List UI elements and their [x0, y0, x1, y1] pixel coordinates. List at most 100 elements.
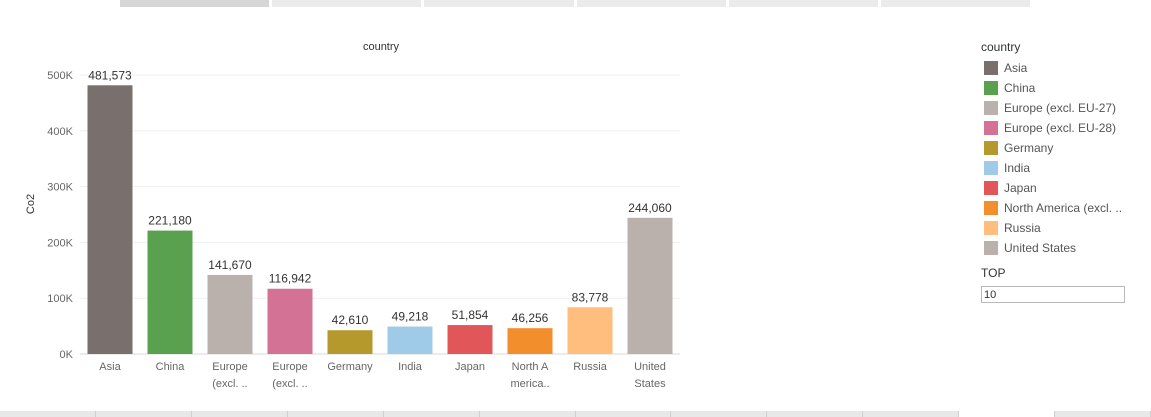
- legend-label: Germany: [1004, 141, 1054, 155]
- bar: [507, 328, 553, 354]
- legend-label: Europe (excl. EU-28): [1004, 121, 1117, 135]
- legend-item[interactable]: Europe (excl. EU-28): [981, 118, 1146, 138]
- y-tick-label: 500K: [47, 70, 73, 82]
- category-label: North A: [512, 361, 549, 373]
- legend-item[interactable]: Asia: [981, 58, 1146, 78]
- bars: [87, 85, 673, 355]
- category-label: Germany: [327, 361, 373, 373]
- value-labels: 481,573 221,180 141,670 116,942 42,610 49,218…: [88, 68, 672, 327]
- bar: [447, 325, 493, 354]
- top-tab[interactable]: [424, 0, 574, 7]
- category-label: (excl. ..: [272, 378, 307, 390]
- legend-item[interactable]: Russia: [981, 218, 1146, 238]
- legend-label: Russia: [1004, 221, 1041, 235]
- legend-swatch: [984, 221, 998, 235]
- legend-item[interactable]: India: [981, 158, 1146, 178]
- value-label: 46,256: [512, 311, 549, 325]
- top-tab-strip: [120, 0, 1031, 7]
- value-label: 141,670: [208, 258, 252, 272]
- sheet-tab[interactable]: [671, 411, 768, 417]
- legend-label: Asia: [1004, 61, 1028, 75]
- value-label: 221,180: [148, 214, 192, 228]
- sheet-tab[interactable]: [480, 411, 576, 417]
- sheet-tab[interactable]: [96, 411, 192, 417]
- legend-label: China: [1004, 81, 1036, 95]
- sheet-tab[interactable]: [1055, 411, 1151, 417]
- category-label: Europe: [272, 361, 307, 373]
- y-tick-label: 0K: [60, 349, 74, 361]
- top-parameter-input[interactable]: [981, 286, 1125, 303]
- bar: [327, 330, 373, 354]
- sheet-tab[interactable]: [959, 411, 1056, 417]
- legend-swatch: [984, 141, 998, 155]
- top-parameter-label: TOP: [981, 266, 1006, 280]
- sheet-tab[interactable]: [767, 411, 864, 417]
- legend-item[interactable]: Japan: [981, 178, 1146, 198]
- bar: [267, 288, 313, 354]
- y-tick-label: 400K: [47, 126, 73, 138]
- value-label: 42,610: [332, 313, 369, 327]
- category-label: United: [634, 361, 666, 373]
- value-label: 116,942: [269, 272, 312, 286]
- legend-swatch: [984, 201, 998, 215]
- category-label: Asia: [99, 361, 121, 373]
- value-label: 49,218: [392, 310, 429, 324]
- legend-label: Japan: [1004, 181, 1037, 195]
- category-label: Russia: [573, 361, 608, 373]
- top-tab[interactable]: [576, 0, 726, 7]
- y-tick-label: 200K: [47, 237, 73, 249]
- legend-swatch: [984, 181, 998, 195]
- bottom-tab-strip: [0, 411, 1151, 417]
- y-axis-title: Co2: [25, 194, 37, 214]
- legend-label: North America (excl. ..: [1004, 201, 1123, 215]
- legend-swatch: [984, 161, 998, 175]
- bar: [87, 85, 133, 355]
- legend-swatch: [984, 101, 998, 115]
- top-tab[interactable]: [120, 0, 270, 7]
- y-axis-ticks: 0K 100K 200K 300K 400K 500K: [47, 70, 73, 361]
- category-label: India: [398, 361, 423, 373]
- value-label: 83,778: [572, 290, 609, 304]
- legend-label: United States: [1004, 241, 1077, 255]
- bar: [147, 230, 193, 354]
- top-tab[interactable]: [728, 0, 878, 7]
- top-tab[interactable]: [880, 0, 1031, 7]
- chart-title: country: [363, 41, 400, 53]
- bar: [387, 326, 433, 354]
- top-tab[interactable]: [272, 0, 422, 7]
- category-label: China: [156, 361, 186, 373]
- bar-chart: country Co2 0K 100K 200K 300K 400K 500K 481,5…: [25, 41, 680, 390]
- legend-swatch: [984, 241, 998, 255]
- bar: [627, 217, 673, 354]
- sheet-tab[interactable]: [384, 411, 480, 417]
- category-label: merica..: [510, 378, 549, 390]
- category-label: Japan: [455, 361, 485, 373]
- category-label: States: [634, 378, 666, 390]
- y-tick-label: 300K: [47, 182, 73, 194]
- legend-item[interactable]: Europe (excl. EU-27): [981, 98, 1146, 118]
- category-label: Europe: [212, 361, 247, 373]
- bar: [207, 274, 253, 354]
- value-label: 51,854: [452, 308, 489, 322]
- legend-swatch: [984, 61, 998, 75]
- legend-label: Europe (excl. EU-27): [1004, 101, 1117, 115]
- x-axis-categories: Asia China Europe (excl. .. Europe (excl. .. G…: [99, 361, 666, 390]
- value-label: 481,573: [88, 68, 132, 82]
- sheet-tab[interactable]: [863, 411, 960, 417]
- legend-item[interactable]: Germany: [981, 138, 1146, 158]
- legend-item[interactable]: North America (excl. ..: [981, 198, 1146, 218]
- bar: [567, 307, 613, 354]
- sheet-tab[interactable]: [0, 411, 96, 417]
- legend-swatch: [984, 121, 998, 135]
- legend-swatch: [984, 81, 998, 95]
- legend-title: country: [981, 40, 1021, 54]
- legend-item[interactable]: China: [981, 78, 1146, 98]
- sheet-tab[interactable]: [576, 411, 672, 417]
- value-label: 244,060: [628, 201, 672, 215]
- legend-label: India: [1004, 161, 1031, 175]
- legend-item[interactable]: United States: [981, 238, 1146, 258]
- sheet-tab[interactable]: [192, 411, 288, 417]
- sheet-tab[interactable]: [288, 411, 384, 417]
- color-legend: country Asia China Europe (excl. EU-27) Eur…: [981, 40, 1146, 303]
- y-tick-label: 100K: [47, 293, 73, 305]
